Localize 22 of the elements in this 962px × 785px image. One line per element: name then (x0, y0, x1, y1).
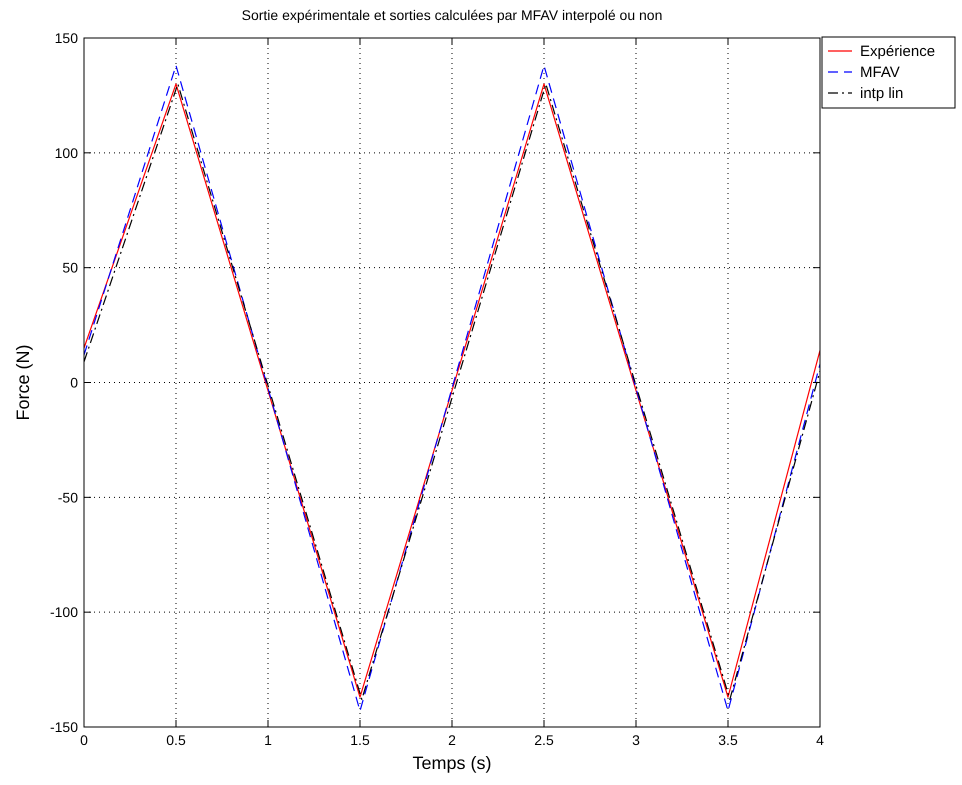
y-tick-label: -100 (50, 604, 78, 620)
x-tick-label: 3.5 (718, 732, 738, 748)
x-tick-label: 4 (816, 732, 824, 748)
y-tick-label: 150 (54, 30, 78, 46)
x-axis-title: Temps (s) (412, 753, 492, 773)
x-tick-label: 2 (448, 732, 456, 748)
legend-label: MFAV (860, 64, 900, 81)
y-axis-title: Force (N) (13, 344, 33, 420)
y-tick-label: 50 (62, 260, 78, 276)
y-tick-label: -150 (50, 719, 78, 735)
x-tick-label: 0 (80, 732, 88, 748)
y-tick-label: 100 (54, 144, 78, 161)
x-tick-label: 0.5 (166, 732, 186, 748)
chart-title: Sortie expérimentale et sorties calculées par MFAV interpolé ou non (242, 7, 662, 23)
x-tick-label: 1 (264, 732, 272, 748)
x-tick-label: 3 (632, 732, 640, 748)
x-tick-label: 2.5 (534, 732, 554, 748)
x-tick-label: 1.5 (350, 732, 370, 748)
y-tick-label: -50 (58, 489, 78, 506)
legend-label: Expérience (860, 43, 936, 60)
y-tick-label: 0 (70, 374, 78, 390)
legend-label: intp lin (860, 85, 904, 102)
